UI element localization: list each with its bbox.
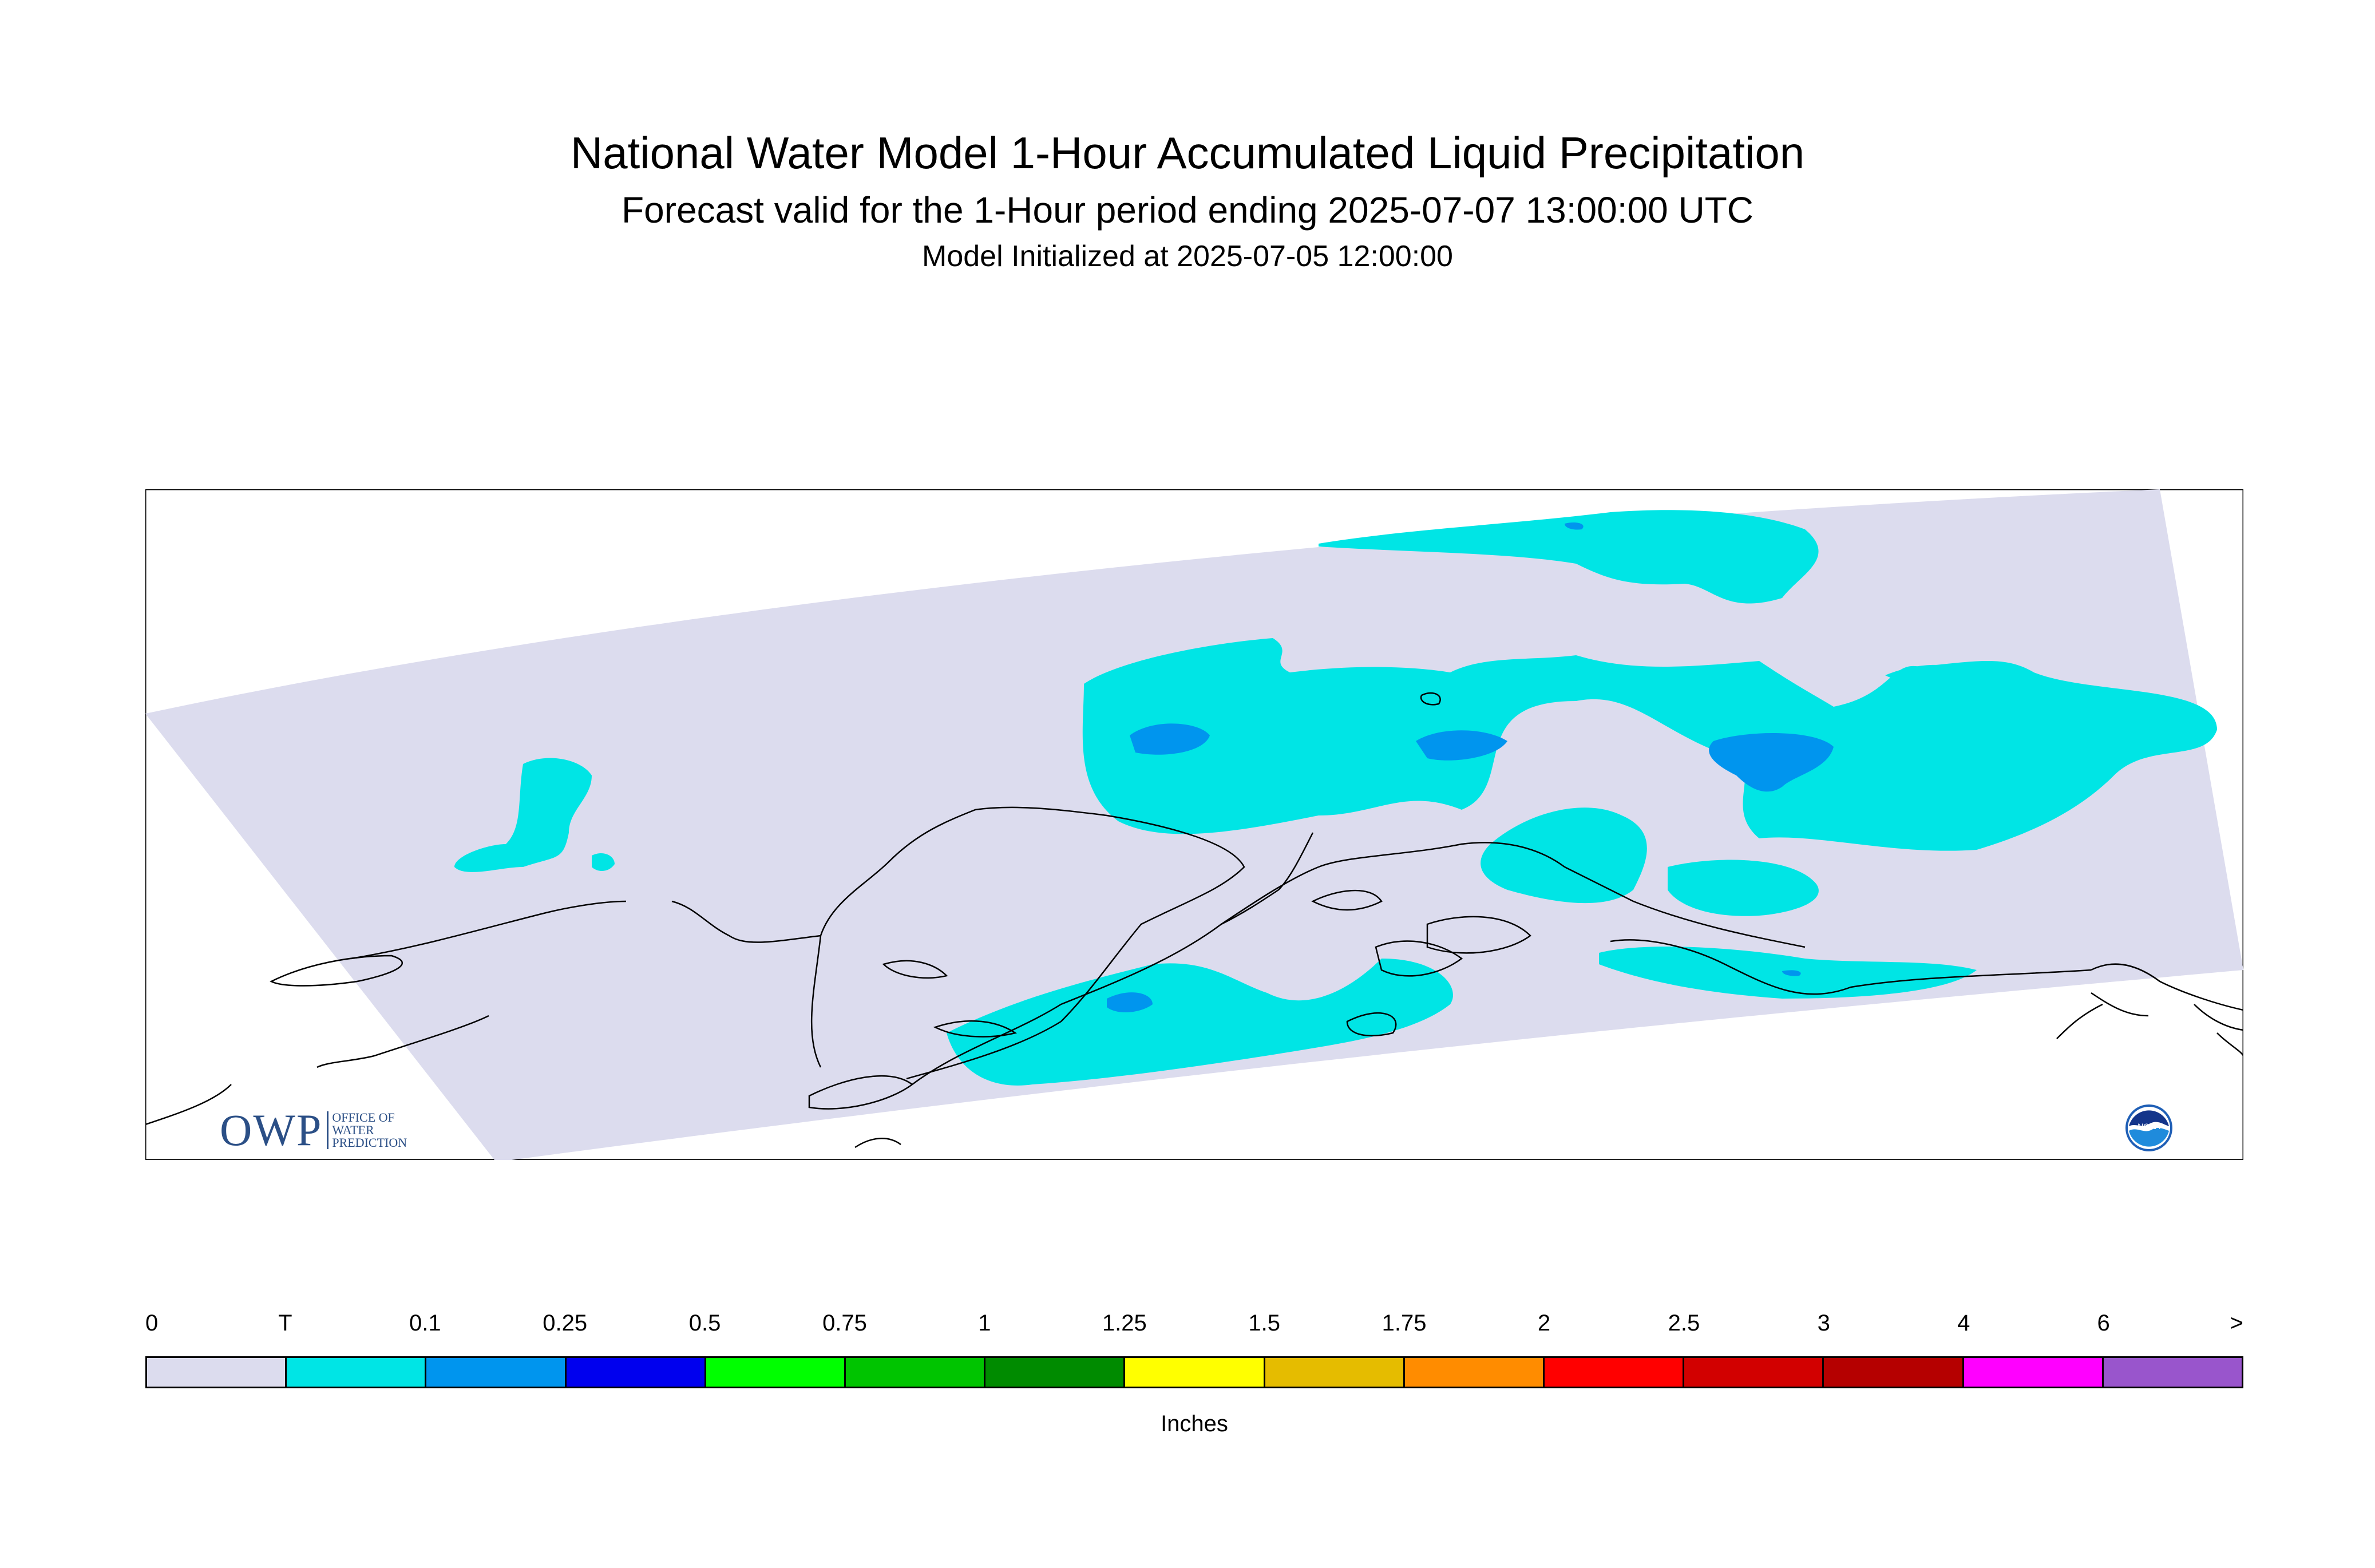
model-init-line: Model Initialized at 2025-07-05 12:00:00 — [922, 240, 1453, 273]
legend-swatch — [1404, 1358, 1545, 1387]
legend-tick-label: 0 — [145, 1310, 159, 1336]
noaa-logo-text: NOAA — [2138, 1122, 2160, 1131]
map-subtitle: Forecast valid for the 1-Hour period end… — [621, 189, 1754, 231]
legend-swatch — [846, 1358, 986, 1387]
owp-sub-line: PREDICTION — [332, 1135, 407, 1150]
legend-swatch — [287, 1358, 427, 1387]
legend-swatch — [1684, 1358, 1824, 1387]
legend-swatch — [1964, 1358, 2104, 1387]
legend-tick-label: 0.75 — [822, 1310, 867, 1336]
legend-tick-label: T — [278, 1310, 292, 1336]
legend-color-bar — [145, 1356, 2243, 1388]
owp-sub-line: OFFICE OF — [332, 1110, 395, 1124]
legend-swatch — [1125, 1358, 1265, 1387]
legend-tick-label: 2.5 — [1668, 1310, 1700, 1336]
legend-tick-label: 0.1 — [409, 1310, 441, 1336]
light-precip-areas — [1107, 522, 1834, 1013]
owp-sub-line: WATER — [332, 1123, 374, 1137]
legend-tick-label: 4 — [1957, 1310, 1970, 1336]
legend-unit-label: Inches — [1161, 1411, 1228, 1436]
owp-logo-subtext: OFFICE OF WATER PREDICTION — [327, 1111, 407, 1149]
coastlines — [145, 692, 2243, 1149]
noaa-logo: NOAA — [2125, 1104, 2172, 1151]
legend-swatch — [1545, 1358, 1685, 1387]
legend-tick-label: 1.25 — [1102, 1310, 1147, 1336]
legend-swatch — [147, 1358, 287, 1387]
owp-logo-text: OWP — [220, 1105, 323, 1155]
legend-swatch — [426, 1358, 567, 1387]
legend-tick-label: 1 — [978, 1310, 991, 1336]
precipitation-map — [145, 489, 2243, 1160]
legend-tick-label: 3 — [1817, 1310, 1830, 1336]
trace-precip-areas — [454, 510, 2217, 1086]
legend-tick-label: 1.75 — [1382, 1310, 1427, 1336]
legend-swatch — [706, 1358, 846, 1387]
legend-swatch — [985, 1358, 1126, 1387]
legend-tick-label: 1.5 — [1248, 1310, 1280, 1336]
legend-swatch — [1265, 1358, 1405, 1387]
legend-tick-label: 6 — [2097, 1310, 2110, 1336]
color-legend: 0 T 0.1 0.25 0.5 0.75 1 1.25 1.5 1.75 2 2.5 3 4 6 > Inc… — [145, 1310, 2243, 1448]
legend-swatch — [1824, 1358, 1964, 1387]
legend-tick-label: 2 — [1537, 1310, 1551, 1336]
legend-tick-label: 0.5 — [688, 1310, 721, 1336]
legend-tick-label: 0.25 — [543, 1310, 588, 1336]
legend-swatch — [2103, 1358, 2242, 1387]
owp-logo: OWP OFFICE OF WATER PREDICTION — [220, 1105, 407, 1155]
map-title: National Water Model 1-Hour Accumulated … — [570, 128, 1805, 178]
legend-tick-label: > — [2230, 1310, 2243, 1336]
legend-swatch — [566, 1358, 706, 1387]
